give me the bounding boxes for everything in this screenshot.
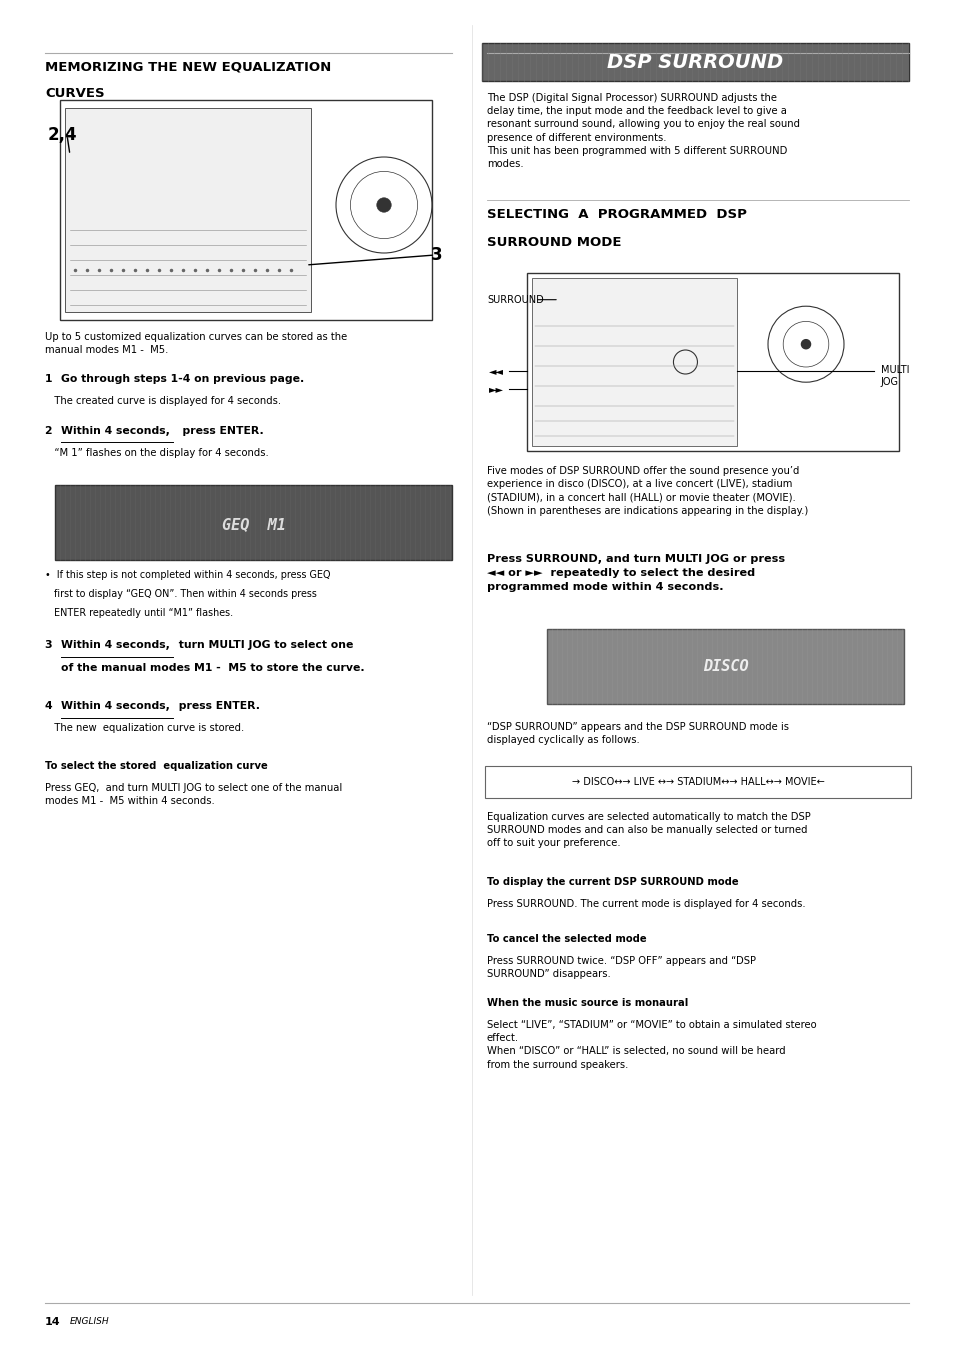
- Text: Press GEQ,  and turn MULTI JOG to select one of the manual
modes M1 -  M5 within: Press GEQ, and turn MULTI JOG to select …: [45, 783, 342, 806]
- Text: The created curve is displayed for 4 seconds.: The created curve is displayed for 4 sec…: [45, 395, 281, 406]
- Text: SELECTING  A  PROGRAMMED  DSP: SELECTING A PROGRAMMED DSP: [486, 208, 746, 221]
- Text: To select the stored  equalization curve: To select the stored equalization curve: [45, 761, 268, 771]
- Text: Press SURROUND, and turn MULTI JOG or press
◄◄ or ►►  repeatedly to select the d: Press SURROUND, and turn MULTI JOG or pr…: [486, 554, 784, 592]
- Text: DSP SURROUND: DSP SURROUND: [607, 52, 782, 71]
- Text: The new  equalization curve is stored.: The new equalization curve is stored.: [45, 724, 244, 733]
- Text: press ENTER.: press ENTER.: [174, 701, 260, 712]
- Text: Select “LIVE”, “STADIUM” or “MOVIE” to obtain a simulated stereo
effect.
When “D: Select “LIVE”, “STADIUM” or “MOVIE” to o…: [486, 1020, 816, 1069]
- Text: press ENTER.: press ENTER.: [174, 426, 263, 436]
- Text: 14: 14: [45, 1317, 61, 1328]
- Bar: [526, 273, 898, 451]
- Text: To cancel the selected mode: To cancel the selected mode: [486, 933, 646, 944]
- Text: CURVES: CURVES: [45, 87, 105, 100]
- Text: SURROUND MODE: SURROUND MODE: [486, 235, 620, 249]
- Bar: [55, 486, 452, 560]
- Text: turn MULTI JOG to select one: turn MULTI JOG to select one: [174, 640, 353, 650]
- Text: •  If this step is not completed within 4 seconds, press GEQ: • If this step is not completed within 4…: [45, 570, 330, 580]
- Text: When the music source is monaural: When the music source is monaural: [486, 998, 687, 1007]
- Text: ENTER repeatedly until “M1” flashes.: ENTER repeatedly until “M1” flashes.: [45, 608, 233, 617]
- Bar: [65, 108, 311, 312]
- Text: GEQ  M1: GEQ M1: [221, 516, 285, 533]
- Text: of the manual modes M1 -  M5 to store the curve.: of the manual modes M1 - M5 to store the…: [61, 663, 364, 672]
- Text: To display the current DSP SURROUND mode: To display the current DSP SURROUND mode: [486, 877, 738, 886]
- Text: → DISCO↔→ LIVE ↔→ STADIUM↔→ HALL↔→ MOVIE←: → DISCO↔→ LIVE ↔→ STADIUM↔→ HALL↔→ MOVIE…: [571, 777, 823, 787]
- Circle shape: [376, 198, 391, 213]
- Text: 2: 2: [45, 426, 60, 436]
- Text: MEMORIZING THE NEW EQUALIZATION: MEMORIZING THE NEW EQUALIZATION: [45, 61, 331, 73]
- Text: 3: 3: [430, 246, 441, 264]
- FancyBboxPatch shape: [484, 767, 910, 798]
- Text: The DSP (Digital Signal Processor) SURROUND adjusts the
delay time, the input mo: The DSP (Digital Signal Processor) SURRO…: [486, 93, 800, 169]
- Text: DISCO: DISCO: [702, 659, 747, 674]
- Text: Press SURROUND. The current mode is displayed for 4 seconds.: Press SURROUND. The current mode is disp…: [486, 898, 804, 909]
- Text: Up to 5 customized equalization curves can be stored as the
manual modes M1 -  M: Up to 5 customized equalization curves c…: [45, 332, 347, 355]
- Text: “M 1” flashes on the display for 4 seconds.: “M 1” flashes on the display for 4 secon…: [45, 448, 269, 459]
- Text: Equalization curves are selected automatically to match the DSP
SURROUND modes a: Equalization curves are selected automat…: [486, 812, 810, 849]
- Text: Five modes of DSP SURROUND offer the sound presence you’d
experience in disco (D: Five modes of DSP SURROUND offer the sou…: [486, 465, 807, 515]
- Text: SURROUND: SURROUND: [486, 295, 543, 305]
- Text: “DSP SURROUND” appears and the DSP SURROUND mode is
displayed cyclically as foll: “DSP SURROUND” appears and the DSP SURRO…: [486, 722, 788, 745]
- Text: ◄◄: ◄◄: [489, 366, 503, 375]
- Text: 3: 3: [45, 640, 60, 650]
- Bar: [481, 43, 908, 81]
- Text: first to display “GEQ ON”. Then within 4 seconds press: first to display “GEQ ON”. Then within 4…: [45, 589, 316, 599]
- Text: ►►: ►►: [489, 383, 503, 394]
- Text: ENGLISH: ENGLISH: [70, 1317, 110, 1326]
- Circle shape: [801, 340, 810, 348]
- Text: Within 4 seconds,: Within 4 seconds,: [61, 426, 170, 436]
- Bar: [60, 100, 432, 320]
- Text: Go through steps 1-4 on previous page.: Go through steps 1-4 on previous page.: [61, 374, 304, 385]
- Text: Within 4 seconds,: Within 4 seconds,: [61, 701, 170, 712]
- Text: 4: 4: [45, 701, 60, 712]
- Bar: [532, 278, 736, 447]
- Text: 2,4: 2,4: [48, 126, 77, 144]
- Text: Within 4 seconds,: Within 4 seconds,: [61, 640, 170, 650]
- Text: 1: 1: [45, 374, 60, 385]
- Text: MULTI
JOG: MULTI JOG: [880, 366, 908, 387]
- Text: Press SURROUND twice. “DSP OFF” appears and “DSP
SURROUND” disappears.: Press SURROUND twice. “DSP OFF” appears …: [486, 956, 755, 979]
- Bar: [546, 629, 903, 703]
